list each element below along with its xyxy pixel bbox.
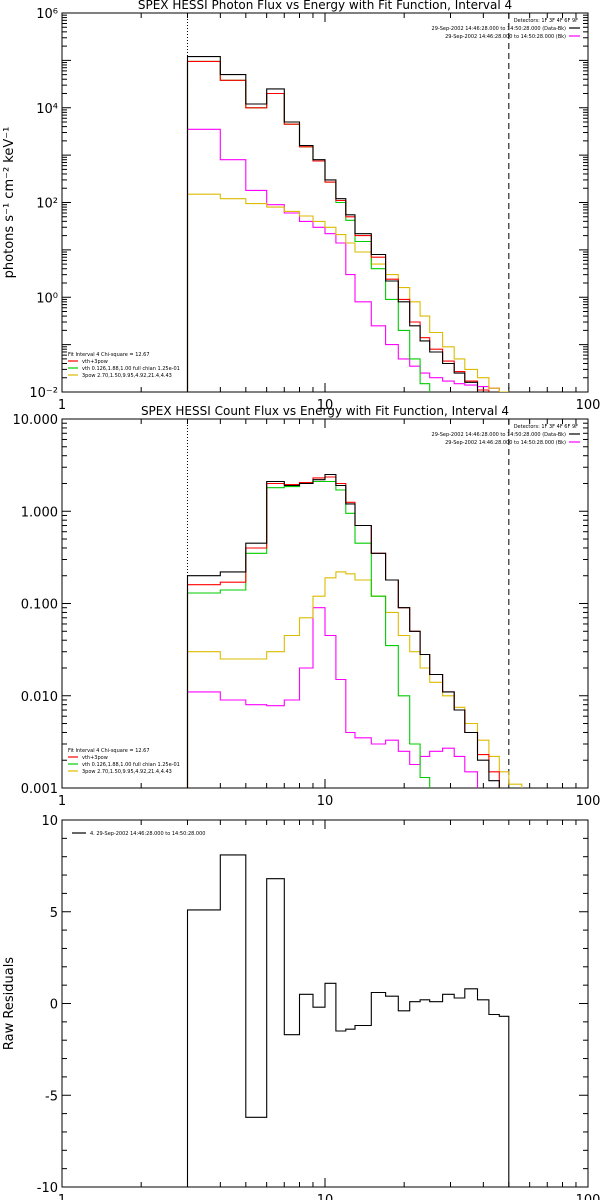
y-axis-label: Raw Residuals [2, 957, 17, 1050]
y-tick-label: 0.010 [21, 690, 58, 705]
series-3pow [186, 571, 523, 788]
legend-top-header: Detectors: 1F 3F 4F 6F 9F [514, 424, 578, 430]
legend-bottom-header: Fit Interval 4 Chi-square = 12.67 [68, 748, 150, 754]
legend-top-entry: 29-Sep-2002 14:46:28.000 to 14:50:28.000… [445, 34, 566, 40]
series-3pow [186, 193, 509, 392]
chart-title: SPEX HESSI Photon Flux vs Energy with Fi… [138, 0, 512, 12]
series-data-bk [186, 56, 489, 392]
chart-title: SPEX HESSI Count Flux vs Energy with Fit… [141, 404, 509, 418]
legend-bottom-entry: 3pow 2.70,1.50,9.95,4.92,21.4,4.43 [82, 373, 172, 379]
chart-panel-1: SPEX HESSI Photon Flux vs Energy with Fi… [2, 0, 600, 413]
legend-bottom-entry: vth 0.126,1.88,1.00 full chian 1.25e-01 [82, 762, 180, 768]
y-axis-label: photons s⁻¹ cm⁻² keV⁻¹ [2, 127, 17, 279]
x-tick-label: 10 [317, 794, 334, 809]
legend-top-entry: 29-Sep-2002 14:46:28.000 to 14:50:28.000… [432, 26, 567, 32]
x-tick-label: 1 [58, 1193, 66, 1200]
x-tick-label: 1 [58, 398, 66, 413]
y-tick-label: 5 [50, 906, 58, 921]
legend-bottom-entry: vth 0.126,1.88,1.00 full chian 1.25e-01 [82, 366, 180, 372]
y-tick-label: 1.000 [21, 505, 58, 520]
series-vth [186, 60, 431, 392]
x-tick-label: 1 [58, 794, 66, 809]
y-tick-label: 10⁰ [36, 291, 58, 306]
series-group [186, 854, 510, 1187]
series-group [186, 56, 509, 392]
series-residuals [186, 854, 510, 1187]
chart-panel-3: 1 10 100 -10 -5 0 5 10 Raw Residuals 4. 29-Sep-20… [2, 814, 600, 1200]
series-vth-3pow [186, 476, 500, 788]
y-tick-label: 10.000 [13, 413, 59, 428]
y-tick-label: 10 [41, 814, 58, 829]
y-tick-label: 10⁶ [36, 7, 58, 22]
y-tick-label: 0.100 [21, 598, 58, 613]
series-data-bk [186, 473, 500, 788]
y-tick-label: 0.001 [21, 782, 58, 797]
legend-bottom-entry: vth+3pow [82, 755, 108, 761]
series-vth [186, 480, 431, 788]
series-bk [186, 607, 479, 788]
x-tick-label: 10 [317, 1193, 334, 1200]
y-tick-label: -5 [45, 1089, 58, 1104]
legend-top-header: Detectors: 1F 3F 4F 6F 9F [514, 18, 578, 24]
legend-residual-entry: 4. 29-Sep-2002 14:46:28.000 to 14:50:28.… [90, 831, 205, 837]
x-tick-label: 100 [576, 1193, 600, 1200]
legend-top-entry: 29-Sep-2002 14:46:28.000 to 14:50:28.000… [432, 432, 567, 438]
chart-panel-2: SPEX HESSI Count Flux vs Energy with Fit… [13, 404, 600, 809]
y-tick-label: 10⁻² [29, 386, 58, 401]
x-tick-label: 100 [576, 398, 600, 413]
series-group [186, 473, 523, 788]
series-bk [186, 128, 500, 392]
y-tick-label: 0 [50, 998, 58, 1013]
legend-top-entry: 29-Sep-2002 14:46:28.000 to 14:50:28.000… [445, 440, 566, 446]
legend-bottom-header: Fit Interval 4 Chi-square = 12.67 [68, 352, 150, 358]
y-tick-label: -10 [37, 1181, 58, 1196]
y-tick-label: 10⁴ [36, 102, 58, 117]
y-tick-label: 10² [36, 197, 58, 212]
legend-bottom-entry: vth+3pow [82, 359, 108, 365]
x-tick-label: 100 [576, 794, 600, 809]
x-tick-label: 10 [317, 398, 334, 413]
series-vth-3pow [186, 60, 490, 392]
legend-bottom-entry: 3pow 2.70,1.50,9.95,4.92,21.4,4.43 [82, 769, 172, 775]
